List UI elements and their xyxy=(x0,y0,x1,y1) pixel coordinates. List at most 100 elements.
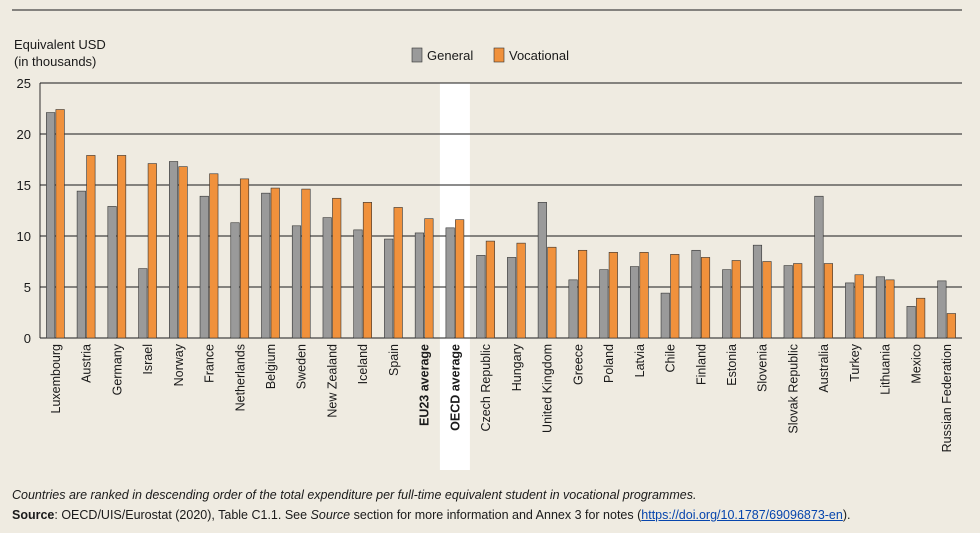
bar-vocational-belgium xyxy=(270,187,280,339)
y-tick-label: 5 xyxy=(24,280,31,295)
bar-general-latvia xyxy=(629,266,640,339)
x-tick-label: Finland xyxy=(694,344,708,385)
source-doi-link[interactable]: https://doi.org/10.1787/69096873-en xyxy=(641,508,843,522)
y-tick-label: 10 xyxy=(17,229,31,244)
bar-general-slovenia xyxy=(752,244,763,339)
source-text-2: section for more information and Annex 3… xyxy=(350,508,642,522)
bar-vocational-spain xyxy=(393,207,403,339)
x-tick-label: Lithuania xyxy=(879,344,893,395)
y-tick-label: 25 xyxy=(17,76,31,91)
x-tick-label: Israel xyxy=(141,344,155,375)
y-tick-label: 20 xyxy=(17,127,31,142)
x-tick-label: Chile xyxy=(664,344,678,373)
bar-general-turkey xyxy=(845,282,855,339)
bar-general-united-kingdom xyxy=(537,202,547,339)
bar-vocational-mexico xyxy=(916,297,926,339)
x-tick-label: Slovak Republic xyxy=(786,344,800,434)
bar-vocational-slovenia xyxy=(762,261,772,339)
chart-notes: Countries are ranked in descending order… xyxy=(12,485,850,525)
source-text: : OECD/UIS/Eurostat (2020), Table C1.1. … xyxy=(54,508,311,522)
x-tick-label: Poland xyxy=(602,344,616,383)
bar-general-slovak-republic xyxy=(783,265,793,339)
bar-vocational-slovak-republic xyxy=(793,263,803,339)
bar-general-sweden xyxy=(291,225,302,339)
bar-vocational-australia xyxy=(823,263,834,339)
bar-general-lithuania xyxy=(875,276,885,339)
x-tick-label: Sweden xyxy=(295,344,309,389)
bar-general-mexico xyxy=(906,306,916,339)
bar-vocational-finland xyxy=(700,257,711,339)
bar-vocational-germany xyxy=(117,155,127,339)
x-tick-label: Norway xyxy=(172,343,186,386)
x-tick-label: Austria xyxy=(80,344,94,383)
bar-vocational-norway xyxy=(178,166,188,339)
source-line: Source: OECD/UIS/Eurostat (2020), Table … xyxy=(12,505,850,525)
x-tick-label: France xyxy=(203,344,217,383)
x-tick-label: Iceland xyxy=(356,344,370,384)
y-axis-label-line1: Equivalent USD xyxy=(14,37,106,52)
legend-swatch-vocational xyxy=(493,47,505,63)
bar-vocational-austria xyxy=(86,155,96,339)
bar-vocational-estonia xyxy=(731,260,741,339)
bar-general-czech-republic xyxy=(476,255,486,339)
legend-swatch-general xyxy=(411,47,423,63)
x-tick-label: Australia xyxy=(817,344,831,393)
x-tick-label: Latvia xyxy=(633,344,647,377)
x-tick-label: Netherlands xyxy=(233,344,247,411)
bar-chart: Equivalent USD (in thousands) 0 5 10 15 20 25… xyxy=(12,9,962,470)
bar-general-finland xyxy=(691,249,701,339)
bar-vocational-united-kingdom xyxy=(547,246,557,339)
bar-general-new-zealand xyxy=(322,217,332,339)
bar-vocational-chile xyxy=(670,254,680,339)
source-end: ). xyxy=(842,508,851,522)
x-tick-label: Belgium xyxy=(264,344,278,389)
bar-general-poland xyxy=(599,269,609,339)
x-tick-label: Turkey xyxy=(848,343,862,381)
source-label: Source xyxy=(12,508,55,522)
bar-general-germany xyxy=(107,206,117,339)
source-italic: Source xyxy=(310,508,351,522)
bar-vocational-poland xyxy=(608,252,618,339)
bar-general-belgium xyxy=(261,192,271,339)
bar-general-norway xyxy=(169,161,179,339)
x-tick-label: Estonia xyxy=(725,344,739,386)
bar-general-luxembourg xyxy=(46,112,56,339)
x-tick-label: Slovenia xyxy=(756,344,770,392)
bar-general-eu23-average xyxy=(414,232,424,339)
bar-vocational-czech-republic xyxy=(485,240,495,339)
x-tick-label: Russian Federation xyxy=(940,344,954,452)
bar-general-france xyxy=(199,195,209,339)
bar-general-chile xyxy=(660,292,670,339)
x-tick-label: United Kingdom xyxy=(541,344,555,433)
x-tick-label: New Zealand xyxy=(325,344,339,418)
bar-general-israel xyxy=(138,268,148,339)
x-tick-label: Czech Republic xyxy=(479,344,493,432)
x-tick-label: EU23 average xyxy=(418,344,432,426)
bar-general-iceland xyxy=(353,229,363,339)
bar-vocational-greece xyxy=(578,249,588,339)
bar-vocational-russian-federation xyxy=(946,313,956,339)
highlight-band xyxy=(439,83,470,470)
x-tick-label: OECD average xyxy=(448,344,462,431)
bar-vocational-hungary xyxy=(516,242,526,339)
y-tick-label: 0 xyxy=(24,331,31,346)
bar-general-netherlands xyxy=(230,222,240,339)
x-tick-label: Greece xyxy=(571,344,585,385)
x-tick-label: Mexico xyxy=(909,344,923,384)
bar-vocational-iceland xyxy=(362,202,373,339)
legend-label-general: General xyxy=(427,48,473,63)
ranking-note: Countries are ranked in descending order… xyxy=(12,488,697,502)
bar-vocational-lithuania xyxy=(885,279,895,339)
x-tick-label: Luxembourg xyxy=(49,344,63,414)
bar-vocational-latvia xyxy=(639,252,649,339)
bar-general-austria xyxy=(76,190,86,339)
x-tick-label: Germany xyxy=(110,343,124,395)
bar-general-estonia xyxy=(722,269,732,339)
y-tick-label: 15 xyxy=(17,178,31,193)
bar-vocational-netherlands xyxy=(239,178,250,339)
bar-general-australia xyxy=(814,195,824,339)
bar-vocational-new-zealand xyxy=(332,197,342,339)
bar-vocational-turkey xyxy=(854,274,864,339)
bar-vocational-sweden xyxy=(301,188,311,339)
x-tick-label: Spain xyxy=(387,344,401,376)
